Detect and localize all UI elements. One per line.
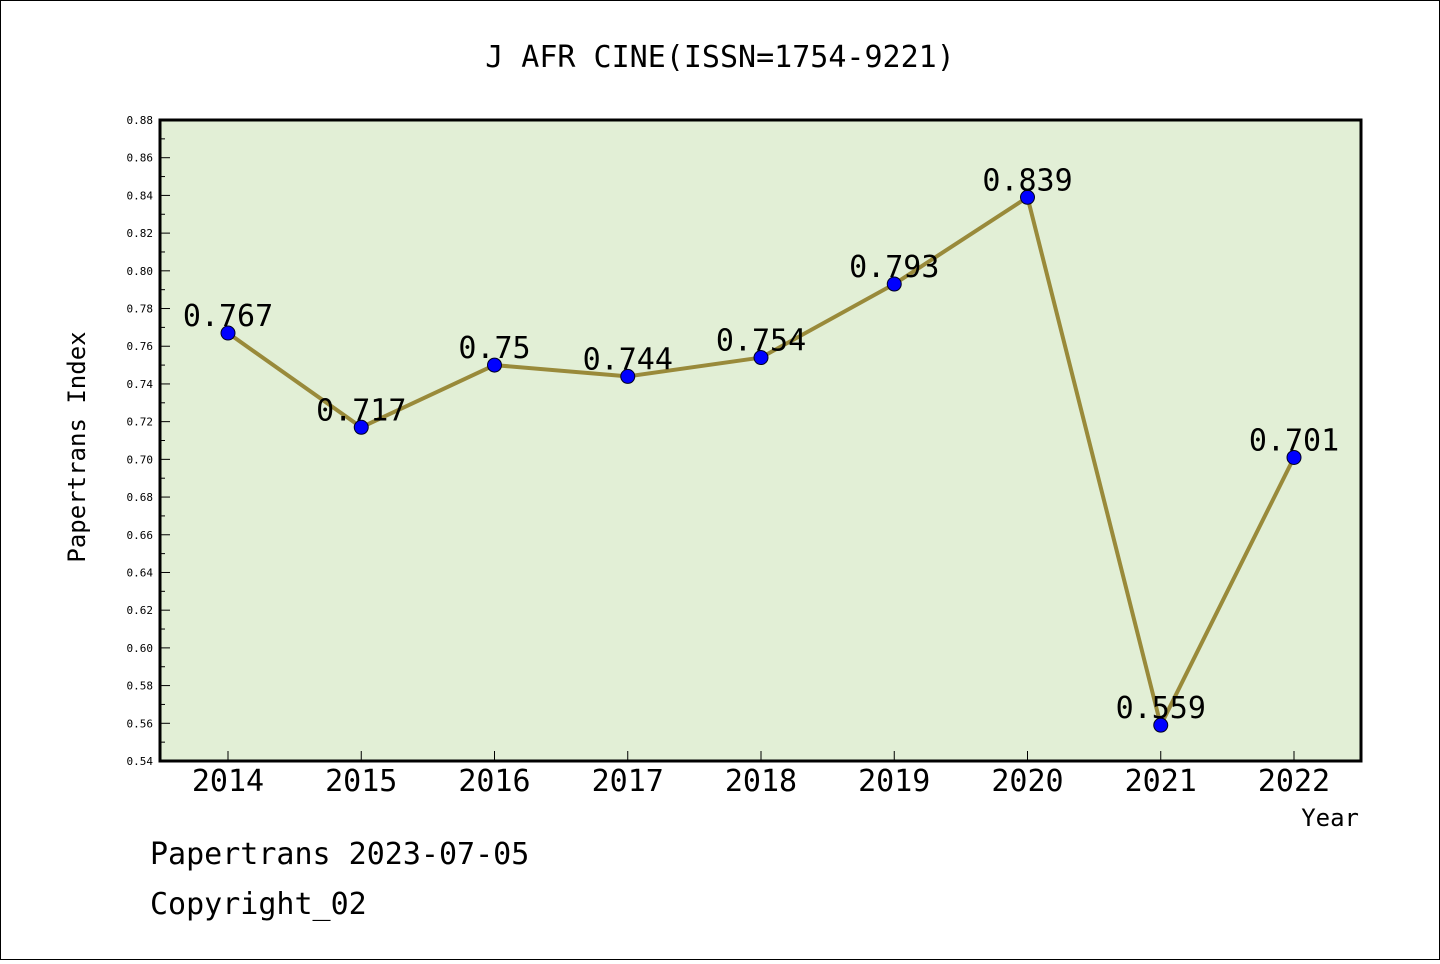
data-point-marker	[753, 350, 769, 366]
y-tick-label: 0.78	[127, 303, 154, 316]
chart-title: J AFR CINE(ISSN=1754-9221)	[485, 40, 955, 75]
data-point-label: 0.754	[716, 324, 806, 359]
data-point-marker	[1020, 189, 1035, 205]
data-point-marker	[886, 276, 902, 292]
x-axis-ticks: 2014 2015 2016 2017 2018 2019 2020 2021 2022	[192, 751, 1330, 799]
data-markers	[220, 189, 1302, 733]
data-point-label: 0.717	[316, 393, 406, 428]
data-point-label: 0.744	[583, 342, 673, 377]
x-axis-label: Year	[1301, 804, 1359, 832]
footer-date: Papertrans 2023-07-05	[150, 837, 529, 872]
y-tick-label: 0.70	[127, 453, 154, 466]
plot-area	[158, 118, 1363, 763]
x-tick-label: 2019	[858, 764, 930, 799]
x-tick-label: 2016	[458, 764, 530, 799]
x-tick-label: 2015	[325, 764, 397, 799]
data-point-marker	[1286, 449, 1302, 465]
data-point-marker	[620, 368, 636, 384]
y-tick-label: 0.60	[127, 642, 154, 655]
data-point-label: 0.793	[849, 250, 939, 285]
y-tick-label: 0.54	[127, 755, 154, 768]
y-axis-label: Papertrans Index	[63, 331, 91, 562]
data-point-label: 0.559	[1116, 691, 1206, 726]
y-tick-label: 0.66	[127, 529, 154, 542]
y-tick-label: 0.84	[127, 189, 154, 202]
data-point-marker	[487, 357, 502, 373]
y-tick-label: 0.82	[127, 227, 154, 240]
y-tick-label: 0.88	[127, 114, 154, 127]
data-point-label: 0.701	[1249, 423, 1339, 458]
y-tick-label: 0.58	[127, 680, 154, 693]
data-point-label: 0.767	[183, 299, 273, 334]
y-tick-label: 0.64	[127, 566, 154, 579]
y-tick-label: 0.72	[127, 416, 154, 429]
x-tick-label: 2017	[592, 764, 664, 799]
y-tick-label: 0.80	[127, 265, 154, 278]
y-tick-label: 0.62	[127, 604, 154, 617]
y-tick-label: 0.86	[127, 152, 154, 165]
y-axis-ticks: 0.54 0.56 0.58 0.60 0.62 0.64 0.66 0.68 0.70 0.72…	[127, 114, 170, 768]
x-tick-label: 2018	[725, 764, 797, 799]
y-tick-label: 0.68	[127, 491, 154, 504]
y-tick-label: 0.76	[127, 340, 154, 353]
footer-copyright: Copyright_02	[150, 887, 367, 922]
x-tick-label: 2020	[991, 764, 1063, 799]
y-tick-label: 0.74	[127, 378, 154, 391]
data-labels: 0.767 0.717 0.75 0.744 0.754 0.793 0.839 0.559 0…	[183, 163, 1339, 726]
data-point-marker	[220, 325, 236, 341]
x-tick-label: 2014	[192, 764, 264, 799]
data-point-marker	[1153, 717, 1169, 733]
data-point-marker	[353, 419, 369, 435]
y-tick-label: 0.56	[127, 717, 154, 730]
data-point-label: 0.839	[982, 163, 1072, 198]
data-point-label: 0.75	[458, 331, 530, 366]
x-tick-label: 2021	[1125, 764, 1197, 799]
x-tick-label: 2022	[1258, 764, 1330, 799]
